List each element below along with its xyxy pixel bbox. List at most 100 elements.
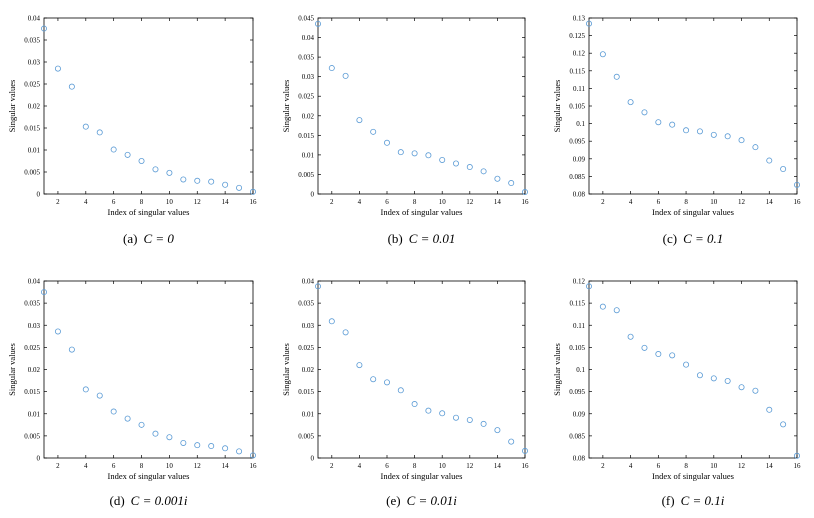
- x-tick-label: 4: [358, 198, 362, 206]
- data-point: [522, 447, 529, 454]
- chart-panel-0: 2 4 6 8 10 12 14 16 0 0.005 0.01 0.015 0.02 0.025 0.03…: [7, 15, 257, 247]
- y-axis-label: Singular values: [281, 343, 291, 396]
- data-point: [655, 351, 662, 358]
- data-point: [508, 180, 515, 187]
- y-tick-label: 0.02: [28, 103, 41, 111]
- chart-caption: (a) C = 0: [123, 231, 174, 246]
- y-tick-label: 0.04: [302, 278, 315, 286]
- x-tick-label: 16: [522, 198, 530, 206]
- data-point: [96, 129, 103, 136]
- caption-expression: C = 0: [143, 231, 174, 246]
- data-point: [683, 127, 690, 134]
- x-tick-label: 2: [330, 198, 334, 206]
- plot-frame: [588, 280, 798, 459]
- y-tick-label: 0.035: [298, 300, 314, 308]
- y-tick-label: 0.04: [302, 34, 315, 42]
- data-point: [439, 410, 446, 417]
- data-point: [669, 352, 676, 359]
- y-tick-label: 0.1: [576, 120, 585, 128]
- data-point: [780, 166, 787, 173]
- x-tick-label: 2: [330, 462, 334, 470]
- y-axis-label: Singular values: [552, 80, 562, 133]
- caption-tag: (a): [123, 231, 137, 246]
- data-point: [383, 139, 390, 146]
- caption-tag: (b): [388, 231, 403, 246]
- x-tick-label: 8: [140, 462, 144, 470]
- data-point: [342, 72, 349, 79]
- x-tick-label: 8: [413, 198, 417, 206]
- data-point: [710, 131, 717, 138]
- x-tick-label: 12: [466, 462, 474, 470]
- plot-frame: [317, 17, 526, 195]
- data-point: [124, 415, 131, 422]
- x-tick-label: 14: [222, 198, 230, 206]
- data-point: [738, 384, 745, 391]
- y-axis-label: Singular values: [7, 343, 17, 396]
- y-tick-label: 0.025: [298, 93, 314, 101]
- data-point: [166, 169, 173, 176]
- plot-frame: [317, 280, 526, 459]
- data-point: [249, 452, 256, 459]
- x-tick-label: 4: [84, 462, 88, 470]
- x-tick-label: 6: [385, 462, 389, 470]
- data-point: [138, 157, 145, 164]
- data-point: [586, 20, 593, 27]
- data-point: [54, 328, 61, 335]
- data-point: [68, 83, 75, 90]
- data-point: [655, 119, 662, 126]
- chart-panel-3: 2 4 6 8 10 12 14 16 0 0.005 0.01 0.015 0.02 0.025 0.03…: [7, 278, 257, 509]
- data-point: [208, 178, 215, 185]
- data-point: [41, 25, 48, 32]
- data-point: [641, 109, 648, 116]
- y-tick-label: 0.03: [28, 322, 41, 330]
- y-tick-label: 0.02: [302, 366, 315, 374]
- chart-panel-5: 2 4 6 8 10 12 14 16 0.08 0.085 0.09 0.095 0.1 0.105 0.…: [552, 278, 801, 509]
- y-tick-label: 0.03: [28, 59, 41, 67]
- data-point: [370, 376, 377, 383]
- y-tick-label: 0.105: [569, 103, 585, 111]
- data-point: [669, 121, 676, 128]
- data-point: [613, 73, 620, 80]
- x-tick-label: 14: [766, 462, 774, 470]
- data-point: [480, 168, 487, 175]
- x-tick-label: 14: [766, 198, 774, 206]
- data-point: [794, 181, 801, 188]
- x-tick-label: 12: [738, 462, 746, 470]
- data-point: [328, 65, 335, 72]
- caption-tag: (e): [386, 493, 400, 508]
- data-point: [780, 421, 787, 428]
- x-tick-label: 4: [358, 462, 362, 470]
- y-axis-label: Singular values: [281, 80, 291, 133]
- y-tick-label: 0.025: [298, 344, 314, 352]
- y-tick-label: 0.085: [569, 432, 585, 440]
- y-axis-label: Singular values: [552, 343, 562, 396]
- y-tick-label: 0.105: [569, 344, 585, 352]
- plot-frame: [43, 280, 254, 459]
- data-point: [124, 151, 131, 158]
- chart-panel-2: 2 4 6 8 10 12 14 16 0.08 0.085 0.09 0.095 0.1 0.105 0.…: [552, 15, 801, 247]
- y-tick-label: 0.095: [569, 388, 585, 396]
- y-tick-label: 0: [37, 455, 41, 463]
- x-tick-label: 16: [794, 198, 802, 206]
- x-axis-label: Index of singular values: [652, 207, 734, 217]
- data-point: [724, 133, 731, 140]
- x-tick-label: 4: [84, 198, 88, 206]
- y-tick-label: 0.115: [570, 67, 586, 75]
- x-tick-label: 2: [601, 462, 605, 470]
- y-tick-label: 0.04: [28, 15, 41, 23]
- x-axis-label: Index of singular values: [381, 207, 463, 217]
- x-tick-label: 8: [413, 462, 417, 470]
- data-point: [370, 128, 377, 135]
- y-tick-label: 0.1: [576, 366, 585, 374]
- y-tick-label: 0.12: [573, 50, 586, 58]
- data-point: [599, 303, 606, 310]
- data-point: [397, 149, 404, 156]
- data-point: [328, 318, 335, 325]
- x-tick-label: 10: [710, 198, 718, 206]
- caption-tag: (c): [663, 231, 677, 246]
- y-tick-label: 0.11: [573, 322, 585, 330]
- data-point: [41, 289, 48, 296]
- caption-tag: (f): [662, 493, 675, 508]
- y-tick-label: 0.095: [569, 138, 585, 146]
- data-point: [466, 416, 473, 423]
